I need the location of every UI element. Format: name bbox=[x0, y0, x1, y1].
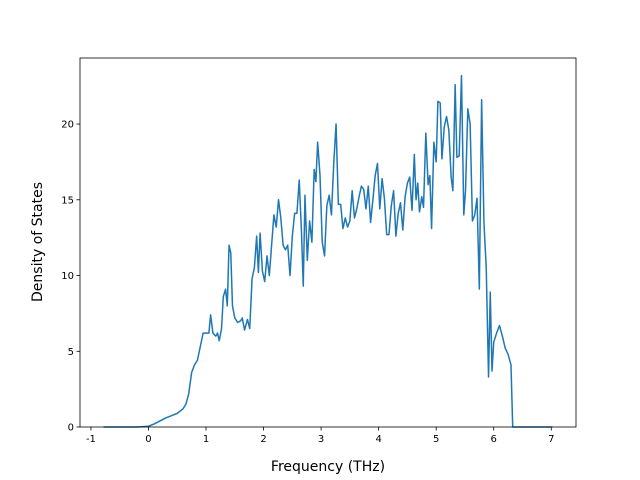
x-axis-label: Frequency (THz) bbox=[271, 459, 385, 475]
y-tick-label: 0 bbox=[68, 423, 74, 434]
y-tick-label: 5 bbox=[68, 347, 74, 358]
x-tick-label: 1 bbox=[203, 434, 209, 445]
x-tick-label: -1 bbox=[86, 434, 96, 445]
line bbox=[103, 74, 553, 428]
x-tick-label: 2 bbox=[260, 434, 266, 445]
x-tick-label: 3 bbox=[318, 434, 324, 445]
x-tick-label: 6 bbox=[491, 434, 497, 445]
x-tick-label: 4 bbox=[375, 434, 381, 445]
y-axis-label: Density of States bbox=[30, 182, 46, 302]
plot-area: -1 0 1 2 3 4 5 6 7 0 5 10 15 20 bbox=[61, 74, 554, 445]
x-tick-label: 5 bbox=[433, 434, 439, 445]
y-tick-label: 20 bbox=[61, 120, 74, 131]
x-tick-label: 7 bbox=[548, 434, 554, 445]
y-tick-label: 10 bbox=[61, 271, 74, 282]
y-tick-label: 15 bbox=[61, 195, 74, 206]
axes-frame bbox=[79, 57, 577, 428]
x-tick-label: 0 bbox=[145, 434, 151, 445]
